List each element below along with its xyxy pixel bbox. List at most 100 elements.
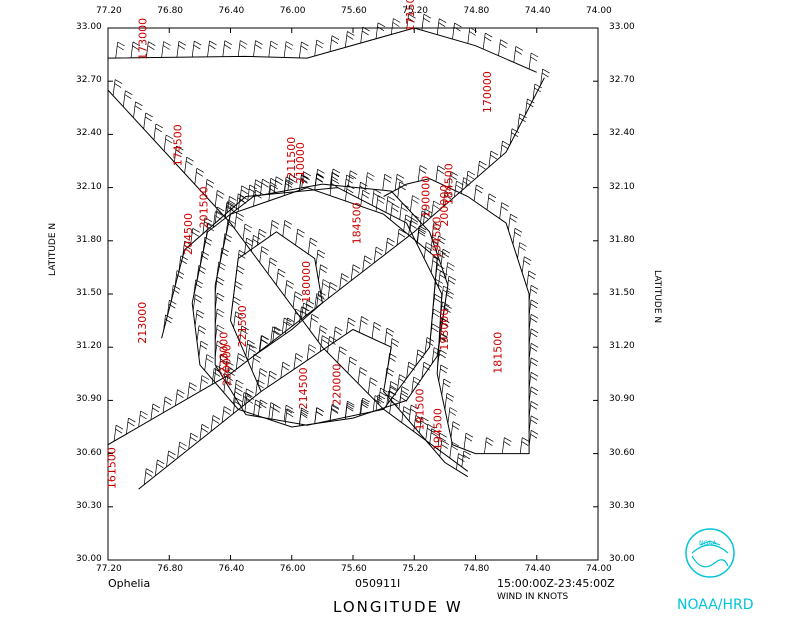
wind-barb [332,326,343,343]
time-label: 223000 [217,332,230,374]
wind-barb [425,423,435,441]
wind-barb [268,40,278,58]
wind-barb [477,160,487,178]
wind-barb [411,376,421,394]
wind-barb [408,404,419,422]
wind-barb [429,323,440,340]
y-tick-label-right: 32.10 [609,181,635,192]
flight-track [107,27,537,73]
wind-barb [283,176,294,193]
wind-barb [283,404,294,422]
wind-barb [401,406,411,423]
wind-barb [437,349,447,366]
wind-barb [431,308,441,326]
wind-barb [234,212,244,229]
wind-barb [384,367,395,385]
wind-barb [409,213,420,231]
wind-barb [218,354,229,372]
wind-barb [499,202,509,219]
y-tick-label-right: 30.60 [609,447,635,458]
wind-barb [337,346,347,363]
y-tick-label-right: 31.80 [609,234,635,245]
wind-barb [438,364,448,381]
y-tick-label-left: 30.60 [76,447,102,458]
time-label: 194500 [432,408,445,450]
wind-barb [360,26,370,44]
wind-barb [362,255,372,272]
wind-barb [198,340,209,358]
wind-barb [143,112,153,129]
wind-barb [204,354,214,371]
time-label: 193000 [438,309,451,351]
wind-barb [233,379,244,397]
wind-barb [177,441,187,459]
wind-barb [284,280,294,297]
wind-barb [372,395,383,412]
wind-barb [267,257,278,274]
wind-barb [295,228,305,246]
wind-barb [424,337,435,354]
flight-tracks [107,27,545,490]
wind-barb [222,233,232,250]
wind-barb [293,353,304,370]
x-tick-label-bottom: 75.60 [341,564,367,574]
wind-barb [449,441,459,459]
wind-barb [436,18,447,35]
y-tick-label-right: 33.00 [609,22,635,32]
wind-barb [241,392,252,409]
wind-barb [423,242,434,259]
wind-barb [437,270,448,287]
wind-barb [299,174,309,192]
wind-barb [192,294,203,311]
time-label: 174500 [172,124,185,166]
wind-barb [524,98,535,115]
y-tick-label-right: 30.90 [609,394,635,405]
wind-barb [498,39,508,56]
wind-barb [187,382,197,399]
y-tick-label-left: 30.90 [76,394,102,405]
wind-barb [521,256,532,273]
wind-barb [309,313,319,331]
wind-barb [519,437,530,454]
wind-barb [375,394,386,411]
wind-barb [484,437,494,454]
wind-barb [344,400,355,418]
wind-barb [513,46,523,63]
wind-barb [357,367,368,384]
wind-barb [253,189,263,207]
wind-barb [163,134,174,152]
wind-barb [202,217,213,234]
flight-track [107,77,545,446]
wind-barb [231,296,241,313]
wind-barb [196,325,207,342]
time-label: 181500 [492,332,505,374]
x-tick-label-top: 76.40 [218,6,245,16]
y-tick-label-left: 31.20 [76,341,102,352]
wind-barb [299,407,309,424]
wind-barb [528,357,539,374]
time-range: 15:00:00Z-23:45:00Z [497,577,615,590]
wind-barb [437,432,447,450]
wind-barb [500,140,510,158]
x-tick-label-top: 77.20 [96,6,122,16]
wind-barb [319,335,330,352]
wind-barb [408,220,418,237]
wind-barb [387,353,397,370]
wind-barb [260,178,270,196]
wind-barb [237,40,248,57]
wind-barb [244,388,254,405]
plot-frame [107,27,599,561]
x-tick-label-bottom: 76.40 [218,564,245,574]
wind-barb [344,31,355,48]
x-tick-label-top: 75.20 [402,6,429,16]
wind-barb [162,396,173,413]
y-tick-label-right: 30.00 [609,554,635,564]
wind-barb [268,402,278,419]
wind-barb [314,39,324,57]
x-tick-label-top: 75.60 [341,6,367,16]
flight-track [107,89,469,472]
wind-barb [329,171,340,189]
y-tick-label-left: 31.50 [76,288,102,298]
wind-barb [422,208,433,226]
